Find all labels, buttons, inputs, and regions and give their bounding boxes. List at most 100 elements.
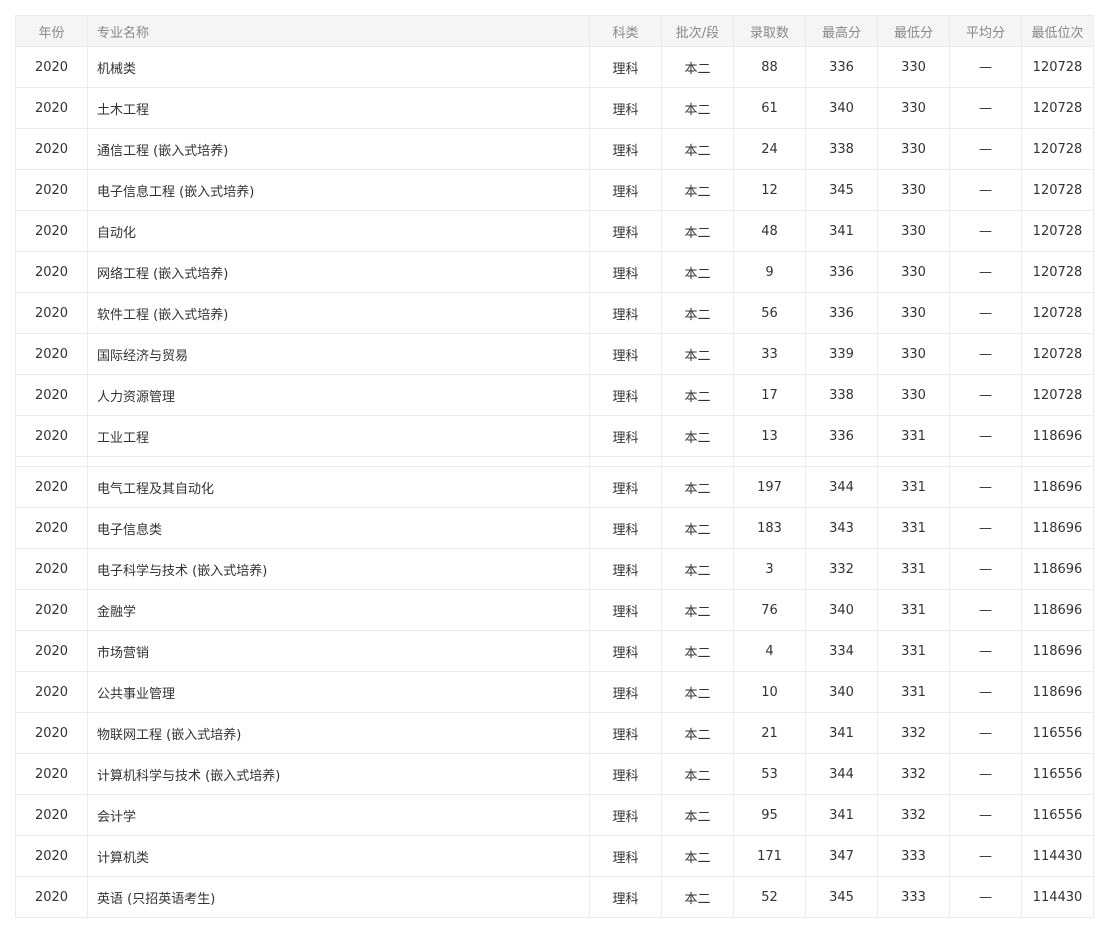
cell-admitted-count: 171 xyxy=(733,835,806,877)
cell-year: 2020 xyxy=(15,835,88,877)
cell-batch: 本二 xyxy=(661,87,734,129)
cell-batch: 本二 xyxy=(661,630,734,672)
cell-major-name: 英语 (只招英语考生) xyxy=(87,876,590,918)
cell-subject-category: 理科 xyxy=(589,169,662,211)
cell-min-score: 331 xyxy=(877,548,950,590)
cell-batch: 本二 xyxy=(661,169,734,211)
cell-batch: 本二 xyxy=(661,589,734,631)
cell-year: 2020 xyxy=(15,128,88,170)
cell-admitted-count: 95 xyxy=(733,794,806,836)
cell-subject-category: 理科 xyxy=(589,374,662,416)
cell-batch: 本二 xyxy=(661,507,734,549)
cell-min-rank: 118696 xyxy=(1021,466,1094,508)
table-header-row: 年份 专业名称 科类 批次/段 录取数 最高分 最低分 平均分 最低位次 xyxy=(15,15,1094,47)
cell-admitted-count: 12 xyxy=(733,169,806,211)
cell-min-rank: 118696 xyxy=(1021,671,1094,713)
cell-batch: 本二 xyxy=(661,835,734,877)
admission-scores-table: 年份 专业名称 科类 批次/段 录取数 最高分 最低分 平均分 最低位次 2020 机械类 理科 本二… xyxy=(15,15,1094,918)
cell-min-score: 330 xyxy=(877,128,950,170)
cell-batch: 本二 xyxy=(661,876,734,918)
admission-scores-table-container: 年份 专业名称 科类 批次/段 录取数 最高分 最低分 平均分 最低位次 2020 机械类 理科 本二… xyxy=(15,15,1094,918)
cell-avg-score: — xyxy=(949,794,1022,836)
cell-major-name: 公共事业管理 xyxy=(87,671,590,713)
cell-major-name: 金融学 xyxy=(87,589,590,631)
cell-subject-category: 理科 xyxy=(589,753,662,795)
table-row: 2020 人力资源管理 理科 本二 17 338 330—120728 xyxy=(15,374,1094,416)
cell-batch: 本二 xyxy=(661,374,734,416)
cell-min-rank: 120728 xyxy=(1021,46,1094,88)
cell-major-name: 电气工程及其自动化 xyxy=(87,466,590,508)
table-row: 2020 金融学 理科 本二 76 340 331—118696 xyxy=(15,589,1094,631)
cell-admitted-count: 13 xyxy=(733,415,806,457)
column-header-major-name: 专业名称 xyxy=(87,15,590,47)
cell-subject-category: 理科 xyxy=(589,466,662,508)
cell-max-score: 345 xyxy=(805,169,878,211)
cell-year: 2020 xyxy=(15,333,88,375)
table-row: 2020 计算机类 理科 本二 171 347 333—114430 xyxy=(15,835,1094,877)
cell-major-name: 市场营销 xyxy=(87,630,590,672)
cell-major-name: 人力资源管理 xyxy=(87,374,590,416)
cell-year: 2020 xyxy=(15,415,88,457)
cell-max-score: 343 xyxy=(805,507,878,549)
cell-major-name: 工业工程 xyxy=(87,415,590,457)
table-row: 2020 电气工程及其自动化 理科 本二 197 344 331—118696 xyxy=(15,466,1094,508)
cell-admitted-count: 10 xyxy=(733,671,806,713)
cell-avg-score: — xyxy=(949,753,1022,795)
table-row: 2020 工业工程 理科 本二 13 336 331—118696 xyxy=(15,415,1094,457)
table-row: 2020 英语 (只招英语考生) 理科 本二 52 345 333—114430 xyxy=(15,876,1094,918)
cell-min-score: 331 xyxy=(877,589,950,631)
column-header-year: 年份 xyxy=(15,15,88,47)
cell-min-rank: 120728 xyxy=(1021,128,1094,170)
cell-max-score: 347 xyxy=(805,835,878,877)
cell-admitted-count: 183 xyxy=(733,507,806,549)
cell-admitted-count: 3 xyxy=(733,548,806,590)
cell-min-score: 330 xyxy=(877,169,950,211)
column-header-min-score: 最低分 xyxy=(877,15,950,47)
cell-min-score: 330 xyxy=(877,46,950,88)
cell-subject-category: 理科 xyxy=(589,292,662,334)
cell-min-rank: 114430 xyxy=(1021,876,1094,918)
cell-batch: 本二 xyxy=(661,292,734,334)
cell-subject-category: 理科 xyxy=(589,794,662,836)
cell-min-rank: 118696 xyxy=(1021,548,1094,590)
cell-major-name: 土木工程 xyxy=(87,87,590,129)
cell-avg-score: — xyxy=(949,251,1022,293)
cell-subject-category: 理科 xyxy=(589,333,662,375)
cell-major-name: 计算机科学与技术 (嵌入式培养) xyxy=(87,753,590,795)
cell-min-rank: 120728 xyxy=(1021,87,1094,129)
cell-min-score: 330 xyxy=(877,87,950,129)
cell-min-score: 330 xyxy=(877,374,950,416)
cell-min-rank: 118696 xyxy=(1021,415,1094,457)
cell-max-score: 332 xyxy=(805,548,878,590)
cell-min-rank: 120728 xyxy=(1021,374,1094,416)
cell-min-rank: 114430 xyxy=(1021,835,1094,877)
cell-min-rank: 120728 xyxy=(1021,292,1094,334)
table-row: 2020 机械类 理科 本二 88 336 330—120728 xyxy=(15,46,1094,88)
cell-min-rank: 116556 xyxy=(1021,753,1094,795)
cell-avg-score: — xyxy=(949,292,1022,334)
table-row: 2020 计算机科学与技术 (嵌入式培养) 理科 本二 53 344 332—116556 xyxy=(15,753,1094,795)
cell-year: 2020 xyxy=(15,589,88,631)
cell-max-score: 334 xyxy=(805,630,878,672)
table-row: 2020 软件工程 (嵌入式培养) 理科 本二 56 336 330—120728 xyxy=(15,292,1094,334)
column-header-min-rank: 最低位次 xyxy=(1021,15,1094,47)
table-row: 2020 网络工程 (嵌入式培养) 理科 本二 9 336 330—120728 xyxy=(15,251,1094,293)
table-row: 2020 会计学 理科 本二 95 341 332—116556 xyxy=(15,794,1094,836)
table-row: 2020 国际经济与贸易 理科 本二 33 339 330—120728 xyxy=(15,333,1094,375)
cell-admitted-count: 21 xyxy=(733,712,806,754)
cell-batch: 本二 xyxy=(661,46,734,88)
cell-subject-category: 理科 xyxy=(589,251,662,293)
cell-batch: 本二 xyxy=(661,251,734,293)
cell-subject-category: 理科 xyxy=(589,507,662,549)
cell-min-rank: 118696 xyxy=(1021,589,1094,631)
cell-year: 2020 xyxy=(15,46,88,88)
cell-major-name: 计算机类 xyxy=(87,835,590,877)
cell-max-score: 338 xyxy=(805,374,878,416)
cell-avg-score: — xyxy=(949,589,1022,631)
cell-subject-category: 理科 xyxy=(589,630,662,672)
cell-max-score: 338 xyxy=(805,128,878,170)
cell-subject-category: 理科 xyxy=(589,87,662,129)
cell-min-score: 330 xyxy=(877,292,950,334)
cell-min-score: 332 xyxy=(877,712,950,754)
cell-batch: 本二 xyxy=(661,712,734,754)
